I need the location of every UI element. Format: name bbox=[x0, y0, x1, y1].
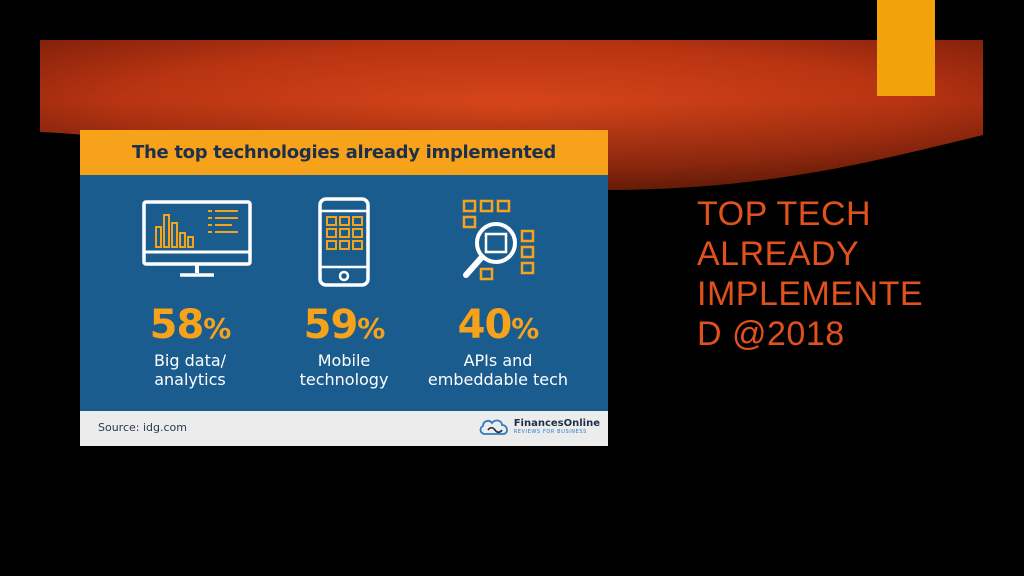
brand-logo: FinancesOnline REVIEWS FOR BUSINESS bbox=[478, 417, 600, 437]
stat-label: Big data/ analytics bbox=[102, 351, 278, 389]
infographic-image: The top technologies already implemented bbox=[80, 130, 608, 446]
cloud-logo-icon bbox=[478, 417, 510, 437]
stat-label: Mobile technology bbox=[256, 351, 432, 389]
infographic-footer: Source: idg.com FinancesOnline REVIEWS F… bbox=[80, 411, 608, 446]
stat-mobile: 59% Mobile technology bbox=[256, 175, 432, 411]
slide-title: TOP TECH ALREADY IMPLEMENTE D @2018 bbox=[697, 194, 997, 354]
stat-apis: 40% APIs and embeddable tech bbox=[410, 175, 586, 411]
slide-title-line: TOP TECH bbox=[697, 194, 997, 234]
api-magnifier-icon bbox=[410, 197, 586, 289]
infographic-title: The top technologies already implemented bbox=[132, 142, 556, 163]
stat-percentage: 40% bbox=[410, 305, 586, 349]
source-text: Source: idg.com bbox=[98, 421, 187, 434]
stat-label: APIs and embeddable tech bbox=[410, 351, 586, 389]
monitor-chart-icon bbox=[102, 197, 278, 289]
accent-tab bbox=[877, 0, 935, 96]
infographic-body: 58% Big data/ analytics bbox=[80, 175, 608, 411]
stat-percentage: 58% bbox=[102, 305, 278, 349]
stat-percentage: 59% bbox=[256, 305, 432, 349]
slide-title-line: IMPLEMENTE bbox=[697, 274, 997, 314]
brand-name: FinancesOnline bbox=[514, 418, 600, 429]
smartphone-icon bbox=[256, 197, 432, 289]
slide-title-line: ALREADY bbox=[697, 234, 997, 274]
slide-title-line: D @2018 bbox=[697, 314, 997, 354]
stat-big-data: 58% Big data/ analytics bbox=[102, 175, 278, 411]
infographic-header: The top technologies already implemented bbox=[80, 130, 608, 175]
brand-tagline: REVIEWS FOR BUSINESS bbox=[514, 429, 600, 436]
